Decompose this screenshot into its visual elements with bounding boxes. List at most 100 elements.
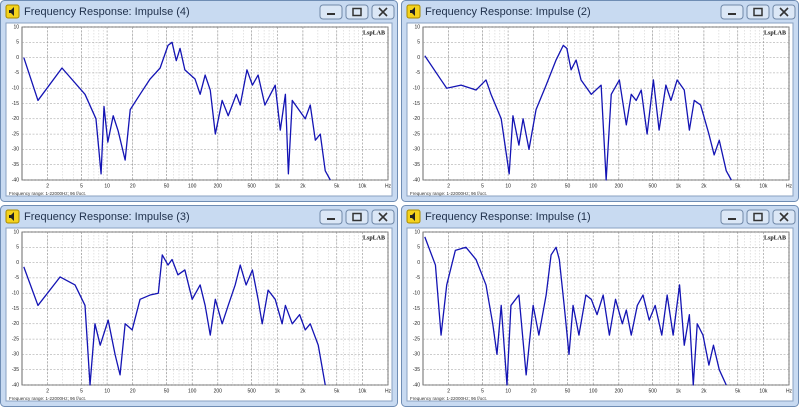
- maximize-button[interactable]: [746, 4, 770, 20]
- x-tick-label: 10k: [358, 183, 367, 189]
- watermark: LspLAB: [363, 235, 385, 241]
- x-tick-label: 20: [130, 183, 136, 189]
- x-tick-label: 500: [648, 183, 657, 189]
- maximize-button[interactable]: [345, 209, 369, 225]
- y-tick-label: 10: [414, 229, 420, 235]
- x-tick-label: 5k: [735, 183, 741, 189]
- maximize-glyph: [753, 212, 763, 222]
- x-tick-label: 20: [531, 183, 537, 189]
- x-tick-label: 2: [447, 183, 450, 189]
- y-tick-label: -5: [15, 275, 20, 281]
- y-tick-label: -35: [413, 162, 420, 168]
- y-tick-label: -35: [12, 162, 19, 168]
- x-tick-label: 10: [505, 388, 511, 394]
- window: Frequency Response: Impulse (2)1050-5-10…: [401, 0, 799, 202]
- y-tick-label: -35: [413, 367, 420, 373]
- speaker-glyph: [9, 212, 14, 221]
- x-tick-label: 50: [565, 388, 571, 394]
- maximize-button[interactable]: [345, 4, 369, 20]
- maximize-glyph: [753, 7, 763, 17]
- y-tick-label: -10: [12, 291, 19, 297]
- y-tick-label: -30: [413, 352, 420, 358]
- y-tick-label: -20: [413, 116, 420, 122]
- response-curve: [23, 41, 331, 181]
- y-tick-label: 0: [16, 260, 19, 266]
- y-tick-label: -5: [416, 70, 421, 76]
- close-glyph: [378, 7, 388, 17]
- y-tick-label: -20: [12, 116, 19, 122]
- x-tick-label: 2k: [701, 183, 707, 189]
- window-title: Frequency Response: Impulse (2): [425, 6, 591, 18]
- y-tick-label: -10: [12, 86, 19, 92]
- x-tick-label: 1k: [676, 183, 682, 189]
- x-tick-label: Hz: [786, 388, 793, 394]
- minimize-button[interactable]: [319, 4, 343, 20]
- y-tick-label: -20: [413, 321, 420, 327]
- y-tick-label: 10: [13, 229, 19, 235]
- y-tick-label: -30: [12, 352, 19, 358]
- x-tick-label: 200: [214, 183, 223, 189]
- footnote: Frequency range: 1-22000Hz; 96 f/oct.: [9, 191, 86, 196]
- y-tick-label: -10: [413, 291, 420, 297]
- y-tick-label: -40: [413, 177, 420, 183]
- x-tick-label: 200: [214, 388, 223, 394]
- x-tick-label: 1k: [676, 388, 682, 394]
- y-tick-label: -20: [12, 321, 19, 327]
- y-tick-label: 0: [417, 260, 420, 266]
- window: Frequency Response: Impulse (4)1050-5-10…: [0, 0, 398, 202]
- x-tick-label: 5: [481, 388, 484, 394]
- footnote: Frequency range: 1-22000Hz; 96 f/oct.: [9, 396, 86, 401]
- minimize-button[interactable]: [720, 209, 744, 225]
- speaker-glyph: [9, 7, 14, 16]
- maximize-button[interactable]: [746, 209, 770, 225]
- y-tick-label: 5: [16, 245, 19, 251]
- y-tick-label: -25: [12, 336, 19, 342]
- minimize-button[interactable]: [720, 4, 744, 20]
- footnote: Frequency range: 1-22000Hz; 96 f/oct.: [410, 396, 487, 401]
- x-tick-label: 2: [46, 388, 49, 394]
- y-tick-label: -5: [416, 275, 421, 281]
- x-tick-label: 2: [447, 388, 450, 394]
- window-title: Frequency Response: Impulse (1): [425, 211, 591, 223]
- x-tick-label: 50: [164, 388, 170, 394]
- x-tick-label: 5k: [334, 388, 340, 394]
- y-tick-label: -40: [413, 382, 420, 388]
- y-tick-label: -40: [12, 382, 19, 388]
- response-curve: [424, 236, 727, 386]
- y-tick-label: -5: [15, 70, 20, 76]
- x-tick-label: 1k: [275, 388, 281, 394]
- y-tick-label: -40: [12, 177, 19, 183]
- x-tick-label: 200: [615, 183, 624, 189]
- watermark: LspLAB: [363, 30, 385, 36]
- x-tick-label: 20: [130, 388, 136, 394]
- x-tick-label: 100: [188, 183, 197, 189]
- x-tick-label: 100: [589, 183, 598, 189]
- x-tick-label: 2k: [300, 183, 306, 189]
- x-tick-label: 10: [104, 388, 110, 394]
- x-tick-label: 1k: [275, 183, 281, 189]
- y-tick-label: -10: [413, 86, 420, 92]
- x-tick-label: 2: [46, 183, 49, 189]
- x-tick-label: 2k: [701, 388, 707, 394]
- response-curve: [23, 254, 326, 386]
- speaker-glyph: [410, 7, 415, 16]
- y-tick-label: -30: [413, 147, 420, 153]
- x-tick-label: 200: [615, 388, 624, 394]
- x-tick-label: 5: [481, 183, 484, 189]
- x-tick-label: 5k: [334, 183, 340, 189]
- x-tick-label: 10k: [759, 183, 768, 189]
- window: Frequency Response: Impulse (1)1050-5-10…: [401, 205, 799, 407]
- maximize-glyph: [352, 212, 362, 222]
- x-tick-label: Hz: [385, 388, 392, 394]
- x-tick-label: 10k: [358, 388, 367, 394]
- x-tick-label: 500: [648, 388, 657, 394]
- minimize-button[interactable]: [319, 209, 343, 225]
- y-tick-label: 10: [13, 24, 19, 30]
- y-tick-label: -15: [413, 101, 420, 107]
- y-tick-label: 5: [417, 245, 420, 251]
- watermark: LspLAB: [764, 235, 786, 241]
- x-tick-label: 50: [164, 183, 170, 189]
- response-curve: [424, 44, 732, 181]
- x-tick-label: 10k: [759, 388, 768, 394]
